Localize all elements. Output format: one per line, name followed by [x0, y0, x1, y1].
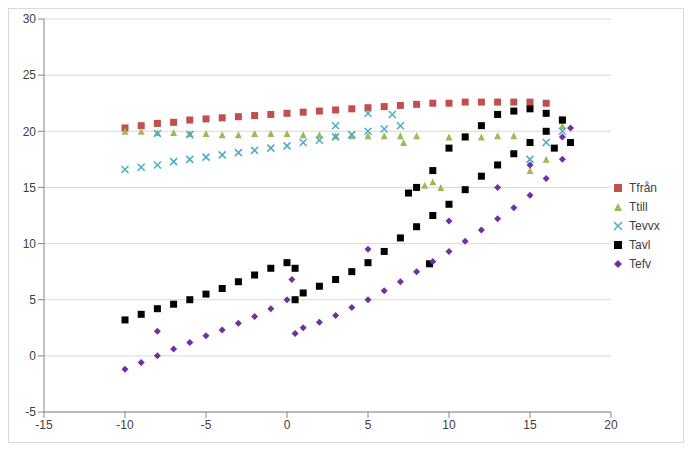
- svg-text:-5: -5: [25, 405, 36, 419]
- svg-text:10: 10: [23, 237, 37, 251]
- svg-text:10: 10: [442, 418, 456, 432]
- svg-text:-10: -10: [116, 418, 134, 432]
- svg-text:-5: -5: [201, 418, 212, 432]
- html-text:Tavl: Tavl: [629, 237, 651, 252]
- svg-text:15: 15: [523, 418, 537, 432]
- html-text:Tevvx: Tevvx: [629, 218, 660, 233]
- svg-text:-15: -15: [35, 418, 53, 432]
- svg-text:30: 30: [23, 12, 37, 26]
- html-text:Tefv: Tefv: [629, 256, 651, 271]
- svg-text:25: 25: [23, 68, 37, 82]
- svg-text:0: 0: [284, 418, 291, 432]
- svg-text:20: 20: [23, 125, 37, 139]
- html-text:Ttill: Ttill: [629, 199, 648, 214]
- svg-text:15: 15: [23, 181, 37, 195]
- svg-text:5: 5: [29, 293, 36, 307]
- svg-text:0: 0: [29, 349, 36, 363]
- svg-text:20: 20: [604, 418, 618, 432]
- html-text:Tfrån: Tfrån: [629, 180, 657, 195]
- svg-text:5: 5: [365, 418, 372, 432]
